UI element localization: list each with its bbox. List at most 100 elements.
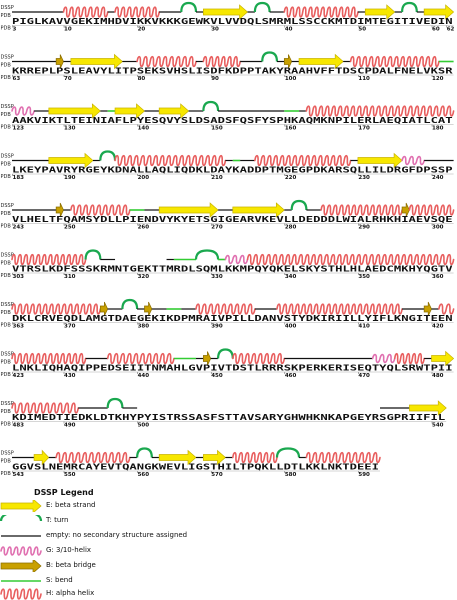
beta-strand-segment [232,202,285,218]
pdb-number-label: PDB [1,273,12,279]
beta-bridge-segment [55,202,64,218]
tick-label: 300 [432,225,444,231]
tick-label: 410 [358,324,370,330]
alpha-helix-segment [106,352,175,365]
pdb-track-label: PDB [1,459,12,465]
beta-bridge-segment [401,202,410,218]
helix-310-segment [371,353,396,364]
alpha-helix-icon [0,588,42,600]
legend-label: B: beta bridge [46,561,96,569]
pdb-number-label: PDB [1,75,12,81]
pdb-track-label: PDB [1,211,12,217]
bend-line-icon [1,580,41,582]
tick-label: 260 [138,225,150,231]
dssp-track-label: DSSP [1,5,14,11]
sequence-row: DSSP PDB PDBKDIMEDTIEDKLDTKHYPYISTRSSASFST… [1,397,447,429]
tick-label: 560 [138,472,150,478]
dssp-track-label: DSSP [1,154,14,160]
turn-segment [202,100,220,112]
tick-label: 190 [64,175,76,181]
tick-label: 590 [358,472,370,478]
beta-strand-segment [431,350,455,367]
tick-label: 270 [211,225,223,231]
tick-label: 60 [432,27,440,33]
alpha-helix-segment [305,451,381,464]
alpha-helix-segment [393,352,425,365]
beta-strand-segment [423,4,455,20]
pdb-number-label: PDB [1,323,12,329]
alpha-helix-segment [254,154,352,167]
beta-bridge-segment [283,54,293,69]
beta-strand-segment [203,4,249,20]
tick-label: 360 [432,274,444,280]
alpha-helix-segment [246,253,455,266]
beta-strand-segment [298,53,344,70]
tick-label: 160 [285,126,297,132]
sequence-text: KDIMEDTIEDKLDTKHYPYISTRSSASFSTTAVSARYGHW… [12,413,445,422]
legend-label: T: turn [46,516,69,524]
legend-item: B: beta bridge [0,560,457,572]
tick-label: 243 [13,225,25,231]
turn-segment [261,51,279,62]
dssp-track-label: DSSP [1,352,14,358]
tick-label: 380 [138,324,150,330]
legend-item: E: beta strand [0,500,457,512]
pdb-track-label: PDB [1,261,12,267]
tick-label: 70 [64,76,72,82]
pdb-track-label: PDB [1,409,12,415]
tick-label: 40 [285,27,293,33]
tick-label: 540 [432,423,444,429]
pdb-number-label: PDB [1,224,12,230]
beta-strand-segment [114,103,146,119]
alpha-helix-segment [55,451,131,464]
alpha-helix-segment [305,105,455,117]
tick-label: 390 [211,324,223,330]
turn-segment [99,150,117,161]
tick-label: 50 [358,27,366,33]
sequence-row: DSSP PDB PDBVTRSLKDFSSSKRMNTGEKTTMRDLSQMLK… [1,249,455,280]
dssp-track-label: DSSP [1,104,14,110]
tick-label: 363 [13,324,25,330]
sequence-text: GGVSLNEMRCAYEVTQANGKWEVLIGSTHILTPQKLLDTL… [12,463,379,472]
alpha-helix-segment [70,204,131,216]
tick-label: 430 [64,373,76,379]
helix-310-segment [11,106,35,116]
tick-label: 423 [13,373,25,379]
pdb-track-label: PDB [1,310,12,316]
tick-label: 340 [285,274,297,280]
legend-item: S: bend [0,575,457,587]
tick-label: 80 [138,76,146,82]
alpha-helix-segment [320,204,403,216]
legend-label: S: bend [46,576,73,584]
tick-label: 120 [432,76,444,82]
sequence-text: LNKLIQHAQIPPEDSEIITNMAHLGVPIVTDSTLRRRSKP… [12,364,453,373]
tick-label: 330 [211,274,223,280]
turn-segment [216,348,234,359]
turn-segment [136,447,153,458]
turn-segment [121,298,139,310]
legend-label: E: beta strand [46,501,96,509]
alpha-helix-segment [232,352,286,365]
alpha-helix-segment [438,303,455,315]
tick-label: 420 [432,324,444,330]
sequence-row: DSSP PDB PDBGGVSLNEMRCAYEVTQANGKWEVLIGSTHI… [1,447,381,478]
dssp-track-label: DSSP [1,203,14,209]
beta-strand-segment [158,202,219,218]
tick-label: 310 [64,274,76,280]
tick-label: 280 [285,225,297,231]
alpha-helix-segment [408,204,455,216]
alpha-helix-segment [276,303,403,315]
sequence-text: LKEYPAVRYRGEYKDNALLAQLIQDKLDAYKADDPTMGEG… [12,166,453,175]
tick-label: 140 [138,126,150,132]
alpha-helix-segment [11,303,102,315]
sequence-text: VTRSLKDFSSSKRMNTGEKTTMRDLSQMLKKMPQYQKELS… [12,265,453,274]
pdb-number-label: PDB [1,125,12,131]
pdb-track-label: PDB [1,13,12,19]
tick-label: 100 [285,76,297,82]
helix-310-icon [0,546,42,556]
turn-segment [106,397,124,409]
alpha-helix-segment [136,55,197,68]
tick-label: 210 [211,175,223,181]
tick-label: 62 [447,27,455,33]
beta-strand-segment [48,152,94,169]
